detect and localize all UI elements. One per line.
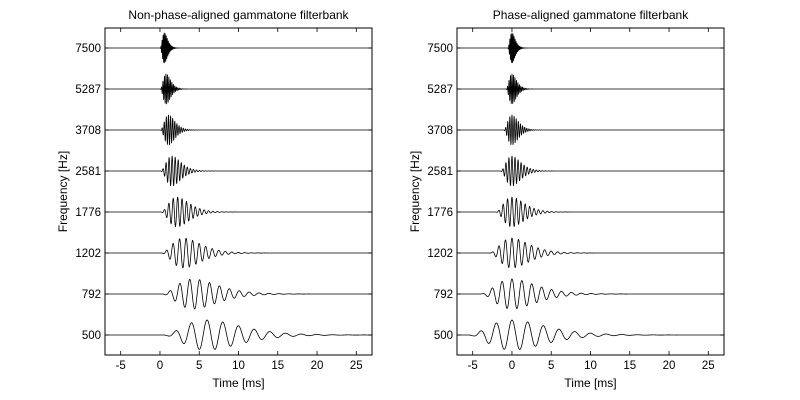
x-tick-label: -5 xyxy=(116,360,126,372)
channel-waveform-2581 xyxy=(105,155,373,187)
x-tick-label: 15 xyxy=(271,360,284,372)
y-tick-label: 5287 xyxy=(427,84,453,96)
channel-waveform-5287 xyxy=(105,73,372,105)
y-tick-label: 1202 xyxy=(75,248,101,260)
x-tick-label: 25 xyxy=(702,360,715,372)
chart-title: Phase-aligned gammatone filterbank xyxy=(493,8,689,22)
y-tick-label: 2581 xyxy=(75,166,101,178)
y-tick-label: 2581 xyxy=(427,166,453,178)
channel-waveform-5287 xyxy=(457,73,724,105)
y-tick-label: 3708 xyxy=(75,125,101,137)
channel-waveform-1776 xyxy=(457,196,725,228)
channel-waveform-500 xyxy=(105,319,373,350)
y-tick-label: 792 xyxy=(82,289,101,301)
y-tick-label: 7500 xyxy=(427,43,453,55)
chart-panel-phase-aligned: Phase-aligned gammatone filterbank Time … xyxy=(408,8,725,390)
channel-waveform-1776 xyxy=(105,196,373,228)
x-tick-label: 5 xyxy=(196,360,202,372)
channel-waveform-3708 xyxy=(457,114,725,146)
chart-title: Non-phase-aligned gammatone filterbank xyxy=(128,8,349,22)
plot-frame xyxy=(104,27,373,356)
x-axis-label: Time [ms] xyxy=(212,376,264,390)
x-tick-label: 20 xyxy=(663,360,676,372)
y-tick-label: 1776 xyxy=(427,207,453,219)
y-tick-label: 3708 xyxy=(427,125,453,137)
y-axis-label: Frequency [Hz] xyxy=(56,151,70,232)
chart-panel-non-phase-aligned: Non-phase-aligned gammatone filterbank T… xyxy=(56,8,373,390)
y-tick-label: 1202 xyxy=(427,248,453,260)
channel-waveform-7500 xyxy=(105,32,372,64)
y-tick-label: 1776 xyxy=(75,207,101,219)
x-tick-label: 10 xyxy=(584,360,597,372)
x-tick-label: -5 xyxy=(468,360,478,372)
plot-frame xyxy=(456,27,725,356)
y-tick-label: 7500 xyxy=(75,43,101,55)
y-tick-label: 500 xyxy=(82,330,101,342)
x-tick-label: 5 xyxy=(548,360,554,372)
y-tick-label: 792 xyxy=(434,289,453,301)
y-tick-label: 5287 xyxy=(75,84,101,96)
x-tick-label: 10 xyxy=(232,360,245,372)
channel-waveform-1202 xyxy=(457,237,725,268)
channel-waveform-7500 xyxy=(457,32,724,64)
channel-waveform-792 xyxy=(457,278,725,309)
x-tick-label: 15 xyxy=(623,360,636,372)
y-axis-label: Frequency [Hz] xyxy=(408,151,422,232)
channel-waveform-792 xyxy=(105,278,373,310)
x-tick-label: 20 xyxy=(311,360,324,372)
y-tick-label: 500 xyxy=(434,330,453,342)
channel-waveform-3708 xyxy=(105,114,373,146)
channel-waveform-2581 xyxy=(457,155,725,187)
channel-waveform-1202 xyxy=(105,237,373,269)
x-tick-label: 0 xyxy=(509,360,515,372)
x-tick-label: 25 xyxy=(350,360,363,372)
channel-waveform-500 xyxy=(457,319,725,350)
x-axis-label: Time [ms] xyxy=(564,376,616,390)
x-tick-label: 0 xyxy=(157,360,163,372)
